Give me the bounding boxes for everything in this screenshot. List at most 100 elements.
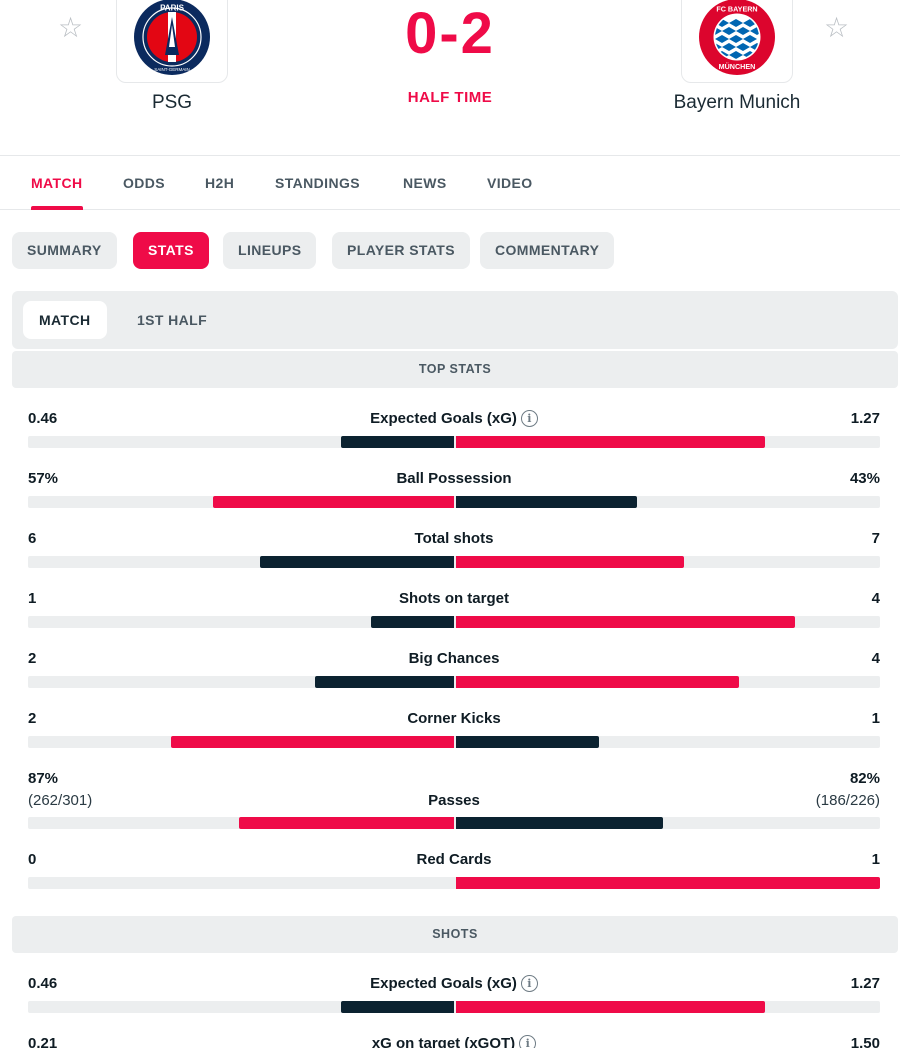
tab-news[interactable]: NEWS [403,175,447,191]
bayern-crest-icon: FC BAYERN MÜNCHEN [699,0,775,75]
stat-bar-away [456,817,663,829]
period-match[interactable]: MATCH [23,301,107,339]
stat-label-text: Ball Possession [396,470,512,487]
stat-home-value: 0.46 [28,410,58,427]
stat-bar-track [28,817,880,829]
stat-label: Passes [254,792,654,809]
section-top-stats: TOP STATS [12,351,898,388]
stat-bar-away [456,556,684,568]
away-favorite-star-icon[interactable]: ☆ [824,12,850,43]
stat-label: xG on target (xGOT) i [254,1035,654,1048]
stat-bar-home [315,676,454,688]
stat-bar-track [28,877,880,889]
stat-bar-away [456,496,637,508]
stat-bar-track [28,556,880,568]
period-switch: MATCH 1ST HALF [12,291,898,349]
stat-row: 87% 82% (262/301) (186/226) Passes [28,770,880,829]
stat-away-value: 1 [871,710,880,727]
bayern-logo-text-top: FC BAYERN [716,4,757,13]
tab-standings[interactable]: STANDINGS [275,175,361,191]
psg-crest-icon: PARIS SAINT-GERMAIN [134,0,210,75]
stat-bar-home [341,436,454,448]
stat-home-subvalue: (262/301) [28,792,93,809]
stat-bar-home [371,616,454,628]
subtab-player-stats[interactable]: PLAYER STATS [332,232,471,269]
subtab-lineups[interactable]: LINEUPS [223,232,317,269]
stat-label-text: xG on target (xGOT) [371,1035,516,1048]
stat-away-value: 4 [871,590,880,607]
stat-away-value: 1 [871,851,880,868]
stat-label-text: Total shots [414,530,494,547]
match-nav: MATCH ODDS H2H STANDINGS NEWS VIDEO [0,156,900,210]
stat-label: Total shots [254,530,654,547]
subtab-summary[interactable]: SUMMARY [12,232,117,269]
stat-label-text: Red Cards [416,851,492,868]
stat-home-value: 0 [28,851,37,868]
stat-home-value: 0.21 [28,1035,58,1048]
stat-home-value: 2 [28,650,37,667]
stat-label: Shots on target [254,590,654,607]
away-team-name[interactable]: Bayern Munich [673,92,801,113]
stat-label: Expected Goals (xG) i [254,975,654,992]
match-status: HALF TIME [407,89,493,106]
subtab-commentary[interactable]: COMMENTARY [480,232,615,269]
stat-label: Corner Kicks [254,710,654,727]
stat-bar-home [171,736,454,748]
stat-row: 57% 43% Ball Possession [28,470,880,518]
stat-row: 0.46 1.27 Expected Goals (xG) i [28,975,880,1023]
period-first-half[interactable]: 1ST HALF [137,312,208,328]
home-favorite-star-icon[interactable]: ☆ [58,12,84,43]
stat-away-value: 1.27 [850,410,880,427]
stat-row: 2 4 Big Chances [28,650,880,698]
stat-bar-track [28,1001,880,1013]
stat-home-value: 6 [28,530,37,547]
match-score: 0-2 [405,1,495,66]
stat-row: 0.21 1.50 xG on target (xGOT) i [28,1035,880,1048]
info-circle-icon[interactable]: i [520,410,538,427]
stat-label-text: Expected Goals (xG) [370,410,517,427]
tab-video[interactable]: VIDEO [487,175,533,191]
stat-away-value: 1.27 [850,975,880,992]
stat-home-value: 87% [28,770,59,787]
stat-bar-away [456,616,795,628]
stat-label: Ball Possession [254,470,654,487]
tab-h2h[interactable]: H2H [205,175,235,191]
info-circle-icon[interactable]: i [519,1035,537,1048]
stat-bar-away [456,676,739,688]
stat-label-text: Shots on target [398,590,509,607]
stat-label: Expected Goals (xG) i [254,410,654,427]
stat-label: Big Chances [254,650,654,667]
psg-logo-text-bottom: SAINT-GERMAIN [154,67,190,72]
bayern-logo-text-bottom: MÜNCHEN [719,62,756,71]
stat-bar-away [456,1001,765,1013]
stat-away-value: 82% [849,770,880,787]
tab-odds[interactable]: ODDS [123,175,166,191]
stat-away-value: 43% [849,470,880,487]
tab-match[interactable]: MATCH [31,156,83,210]
stat-away-subvalue: (186/226) [815,792,880,809]
psg-logo-text-top: PARIS [160,3,185,12]
stat-away-value: 7 [871,530,880,547]
stat-bar-home [239,817,454,829]
home-team-name[interactable]: PSG [151,92,193,113]
stat-bar-away [456,877,880,889]
match-header: ☆ PARIS SAINT-GERMAIN PSG 0-2 HALF TIME [0,0,900,156]
stat-row: 0 1 Red Cards [28,851,880,899]
stat-home-value: 57% [28,470,59,487]
stat-label-text: Corner Kicks [407,710,501,727]
stat-bar-away [456,736,599,748]
stat-bar-home [213,496,454,508]
stat-home-value: 0.46 [28,975,58,992]
stat-row: 1 4 Shots on target [28,590,880,638]
stat-bar-home [341,1001,454,1013]
subtab-stats[interactable]: STATS [133,232,209,269]
away-team-logo[interactable]: FC BAYERN MÜNCHEN [681,0,793,83]
stat-bar-track [28,436,880,448]
stat-bar-home [260,556,454,568]
info-circle-icon[interactable]: i [520,975,538,992]
stat-label: Red Cards [254,851,654,868]
home-team-logo[interactable]: PARIS SAINT-GERMAIN [116,0,228,83]
stat-label-text: Passes [428,792,480,809]
stat-label-text: Expected Goals (xG) [370,975,517,992]
stat-bar-track [28,496,880,508]
